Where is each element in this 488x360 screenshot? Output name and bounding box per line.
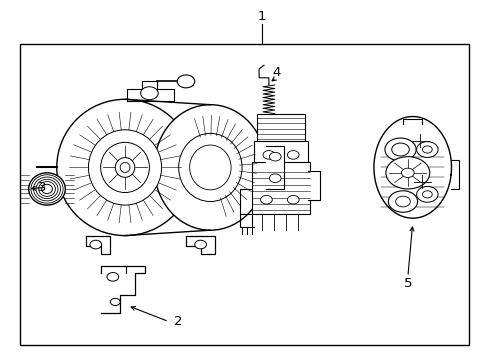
Bar bbox=[251, 162, 310, 214]
Polygon shape bbox=[373, 117, 450, 218]
Bar bbox=[254, 140, 307, 164]
Circle shape bbox=[177, 75, 194, 88]
Ellipse shape bbox=[154, 105, 266, 230]
Circle shape bbox=[391, 143, 408, 156]
Ellipse shape bbox=[57, 99, 193, 235]
Text: 1: 1 bbox=[257, 10, 265, 23]
Circle shape bbox=[287, 150, 299, 159]
Ellipse shape bbox=[115, 158, 135, 177]
Bar bbox=[20, 44, 468, 345]
Circle shape bbox=[141, 87, 158, 100]
Circle shape bbox=[107, 273, 119, 281]
Ellipse shape bbox=[178, 134, 242, 202]
Circle shape bbox=[416, 141, 437, 157]
Circle shape bbox=[422, 146, 431, 153]
Ellipse shape bbox=[88, 130, 161, 205]
Ellipse shape bbox=[101, 142, 149, 193]
Ellipse shape bbox=[120, 162, 130, 172]
Circle shape bbox=[422, 191, 431, 198]
Ellipse shape bbox=[39, 181, 55, 197]
Circle shape bbox=[395, 196, 409, 207]
Text: 3: 3 bbox=[38, 181, 46, 194]
Polygon shape bbox=[266, 146, 283, 189]
Circle shape bbox=[269, 152, 281, 161]
Ellipse shape bbox=[36, 179, 58, 199]
Circle shape bbox=[416, 186, 437, 202]
Circle shape bbox=[90, 240, 102, 249]
Circle shape bbox=[269, 174, 281, 183]
Circle shape bbox=[401, 168, 413, 177]
Ellipse shape bbox=[189, 145, 231, 190]
Ellipse shape bbox=[31, 175, 63, 203]
Circle shape bbox=[385, 157, 429, 189]
Circle shape bbox=[387, 191, 417, 212]
Circle shape bbox=[263, 150, 274, 159]
Polygon shape bbox=[185, 235, 215, 253]
Text: 4: 4 bbox=[271, 66, 280, 79]
Ellipse shape bbox=[29, 173, 65, 205]
Text: 2: 2 bbox=[173, 315, 182, 328]
Ellipse shape bbox=[41, 184, 52, 194]
Circle shape bbox=[110, 298, 120, 306]
Circle shape bbox=[384, 138, 415, 161]
Circle shape bbox=[260, 195, 272, 204]
Ellipse shape bbox=[33, 177, 61, 201]
Circle shape bbox=[194, 240, 206, 249]
Polygon shape bbox=[402, 119, 422, 125]
Bar bbox=[256, 114, 305, 142]
Polygon shape bbox=[101, 266, 144, 313]
Polygon shape bbox=[86, 235, 110, 253]
Circle shape bbox=[287, 195, 299, 204]
Text: 5: 5 bbox=[403, 278, 411, 291]
Polygon shape bbox=[307, 171, 320, 200]
